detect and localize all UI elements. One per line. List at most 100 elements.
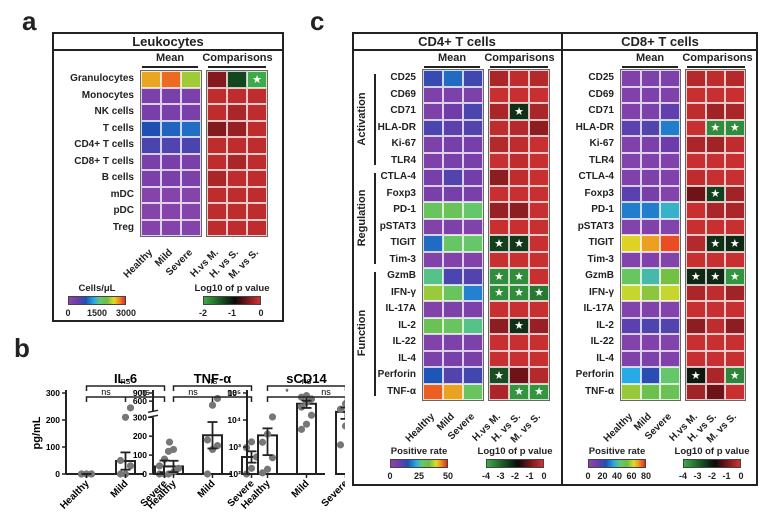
p-colorbar-tick: -4 xyxy=(678,471,688,481)
p-colorbar xyxy=(683,459,741,468)
comparison-cell xyxy=(529,119,549,136)
comparison-cell xyxy=(686,152,706,169)
row-label: B cells xyxy=(101,172,134,184)
y-tick-label: 300 xyxy=(46,388,60,398)
cd4-mean-header: Mean xyxy=(437,52,467,64)
row-label: Tim-3 xyxy=(587,253,615,265)
mean-cell xyxy=(141,137,161,154)
mean-cell xyxy=(621,350,641,367)
y-tick-label: 10⁴ xyxy=(227,415,241,425)
row-label: TIGIT xyxy=(390,237,416,249)
row-label: TNF-α xyxy=(585,385,614,397)
mean-cell xyxy=(443,202,463,219)
y-tick-label: 900 xyxy=(133,388,147,398)
data-point xyxy=(169,445,178,454)
comparison-cell xyxy=(489,317,509,334)
p-colorbar-tick: -2 xyxy=(707,471,717,481)
significance-star-icon: ★ xyxy=(729,369,740,382)
comparison-grid-frame xyxy=(685,69,746,401)
data-point xyxy=(341,422,345,430)
row-label: IL-17A xyxy=(385,303,416,315)
significance-star-icon: ★ xyxy=(514,320,524,333)
mean-cell xyxy=(463,350,483,367)
panel-c-cd4-title: CD4+ T cells xyxy=(418,34,496,49)
p-colorbar xyxy=(203,296,261,305)
mean-cell xyxy=(640,383,660,400)
comparison-cell xyxy=(725,251,745,268)
row-label: CTLA-4 xyxy=(578,171,614,183)
y-tick-label: 10³ xyxy=(229,442,241,452)
data-point xyxy=(155,462,164,470)
mean-cell xyxy=(660,367,680,384)
mean-cell xyxy=(640,119,660,136)
mean-cell xyxy=(621,268,641,285)
mean-cell xyxy=(141,153,161,170)
comparison-cell xyxy=(247,120,267,137)
significance-star-icon: ★ xyxy=(514,386,524,399)
comparison-cell xyxy=(705,103,725,120)
comparison-cell: ★ xyxy=(725,268,745,285)
comparison-cell xyxy=(489,350,509,367)
comparison-cell: ★ xyxy=(509,235,529,252)
comparison-cell xyxy=(227,153,247,170)
y-tick-label: 600 xyxy=(133,396,147,406)
mean-cell xyxy=(463,383,483,400)
comparison-cell xyxy=(529,202,549,219)
p-colorbar xyxy=(486,459,544,468)
mean-cell xyxy=(621,317,641,334)
mean-cell xyxy=(181,186,201,203)
mean-cell xyxy=(423,284,443,301)
comparison-cell xyxy=(705,251,725,268)
panel-a-letter: a xyxy=(22,6,37,36)
comparison-cell xyxy=(207,87,227,104)
p-colorbar-tick: -2 xyxy=(510,471,520,481)
comparison-cell xyxy=(529,235,549,252)
mean-cell xyxy=(640,334,660,351)
p-colorbar-tick: -1 xyxy=(722,471,731,481)
row-label: CD25 xyxy=(588,72,614,84)
row-label: IL-17A xyxy=(583,303,614,315)
comparison-cell xyxy=(489,169,509,186)
significance-bracket xyxy=(266,396,345,402)
mean-cell xyxy=(443,70,463,87)
comparison-cell xyxy=(247,153,267,170)
group-label: Regulation xyxy=(356,189,368,246)
mean-cell xyxy=(443,268,463,285)
row-label: Foxp3 xyxy=(584,187,614,199)
comparison-cell xyxy=(529,152,549,169)
row-label: CD71 xyxy=(588,105,614,117)
comparison-cell xyxy=(686,70,706,87)
p-colorbar-tick: 0 xyxy=(738,471,744,481)
mean-cell xyxy=(423,169,443,186)
comparison-cell xyxy=(509,334,529,351)
mean-cell xyxy=(621,169,641,186)
comparison-cell xyxy=(207,104,227,121)
mean-cell xyxy=(463,367,483,384)
mean-cell xyxy=(141,104,161,121)
comparison-cell: ★ xyxy=(509,317,529,334)
comparison-cell xyxy=(227,203,247,220)
mean-cell xyxy=(640,185,660,202)
mean-cell xyxy=(443,185,463,202)
row-label: Treg xyxy=(112,221,134,233)
mean-cell xyxy=(660,218,680,235)
row-label: GzmB xyxy=(387,270,416,282)
row-label: pDC xyxy=(113,205,134,217)
mean-cell xyxy=(141,203,161,220)
comparison-cell xyxy=(207,120,227,137)
data-point xyxy=(116,456,125,465)
mean-cell xyxy=(443,301,463,318)
comparison-cell xyxy=(725,136,745,153)
comparison-grid-frame xyxy=(206,70,268,237)
mean-cell xyxy=(660,268,680,285)
comparison-cell xyxy=(509,251,529,268)
row-label: HLA-DR xyxy=(575,121,614,133)
row-label: IL-22 xyxy=(392,336,416,348)
mean-cell xyxy=(621,383,641,400)
comparison-cell xyxy=(725,284,745,301)
comparison-cell xyxy=(686,185,706,202)
mean-colorbar-tick: 0 xyxy=(65,308,71,318)
comparison-cell xyxy=(529,70,549,87)
comparison-cell xyxy=(705,152,725,169)
row-label: CD69 xyxy=(390,88,416,100)
